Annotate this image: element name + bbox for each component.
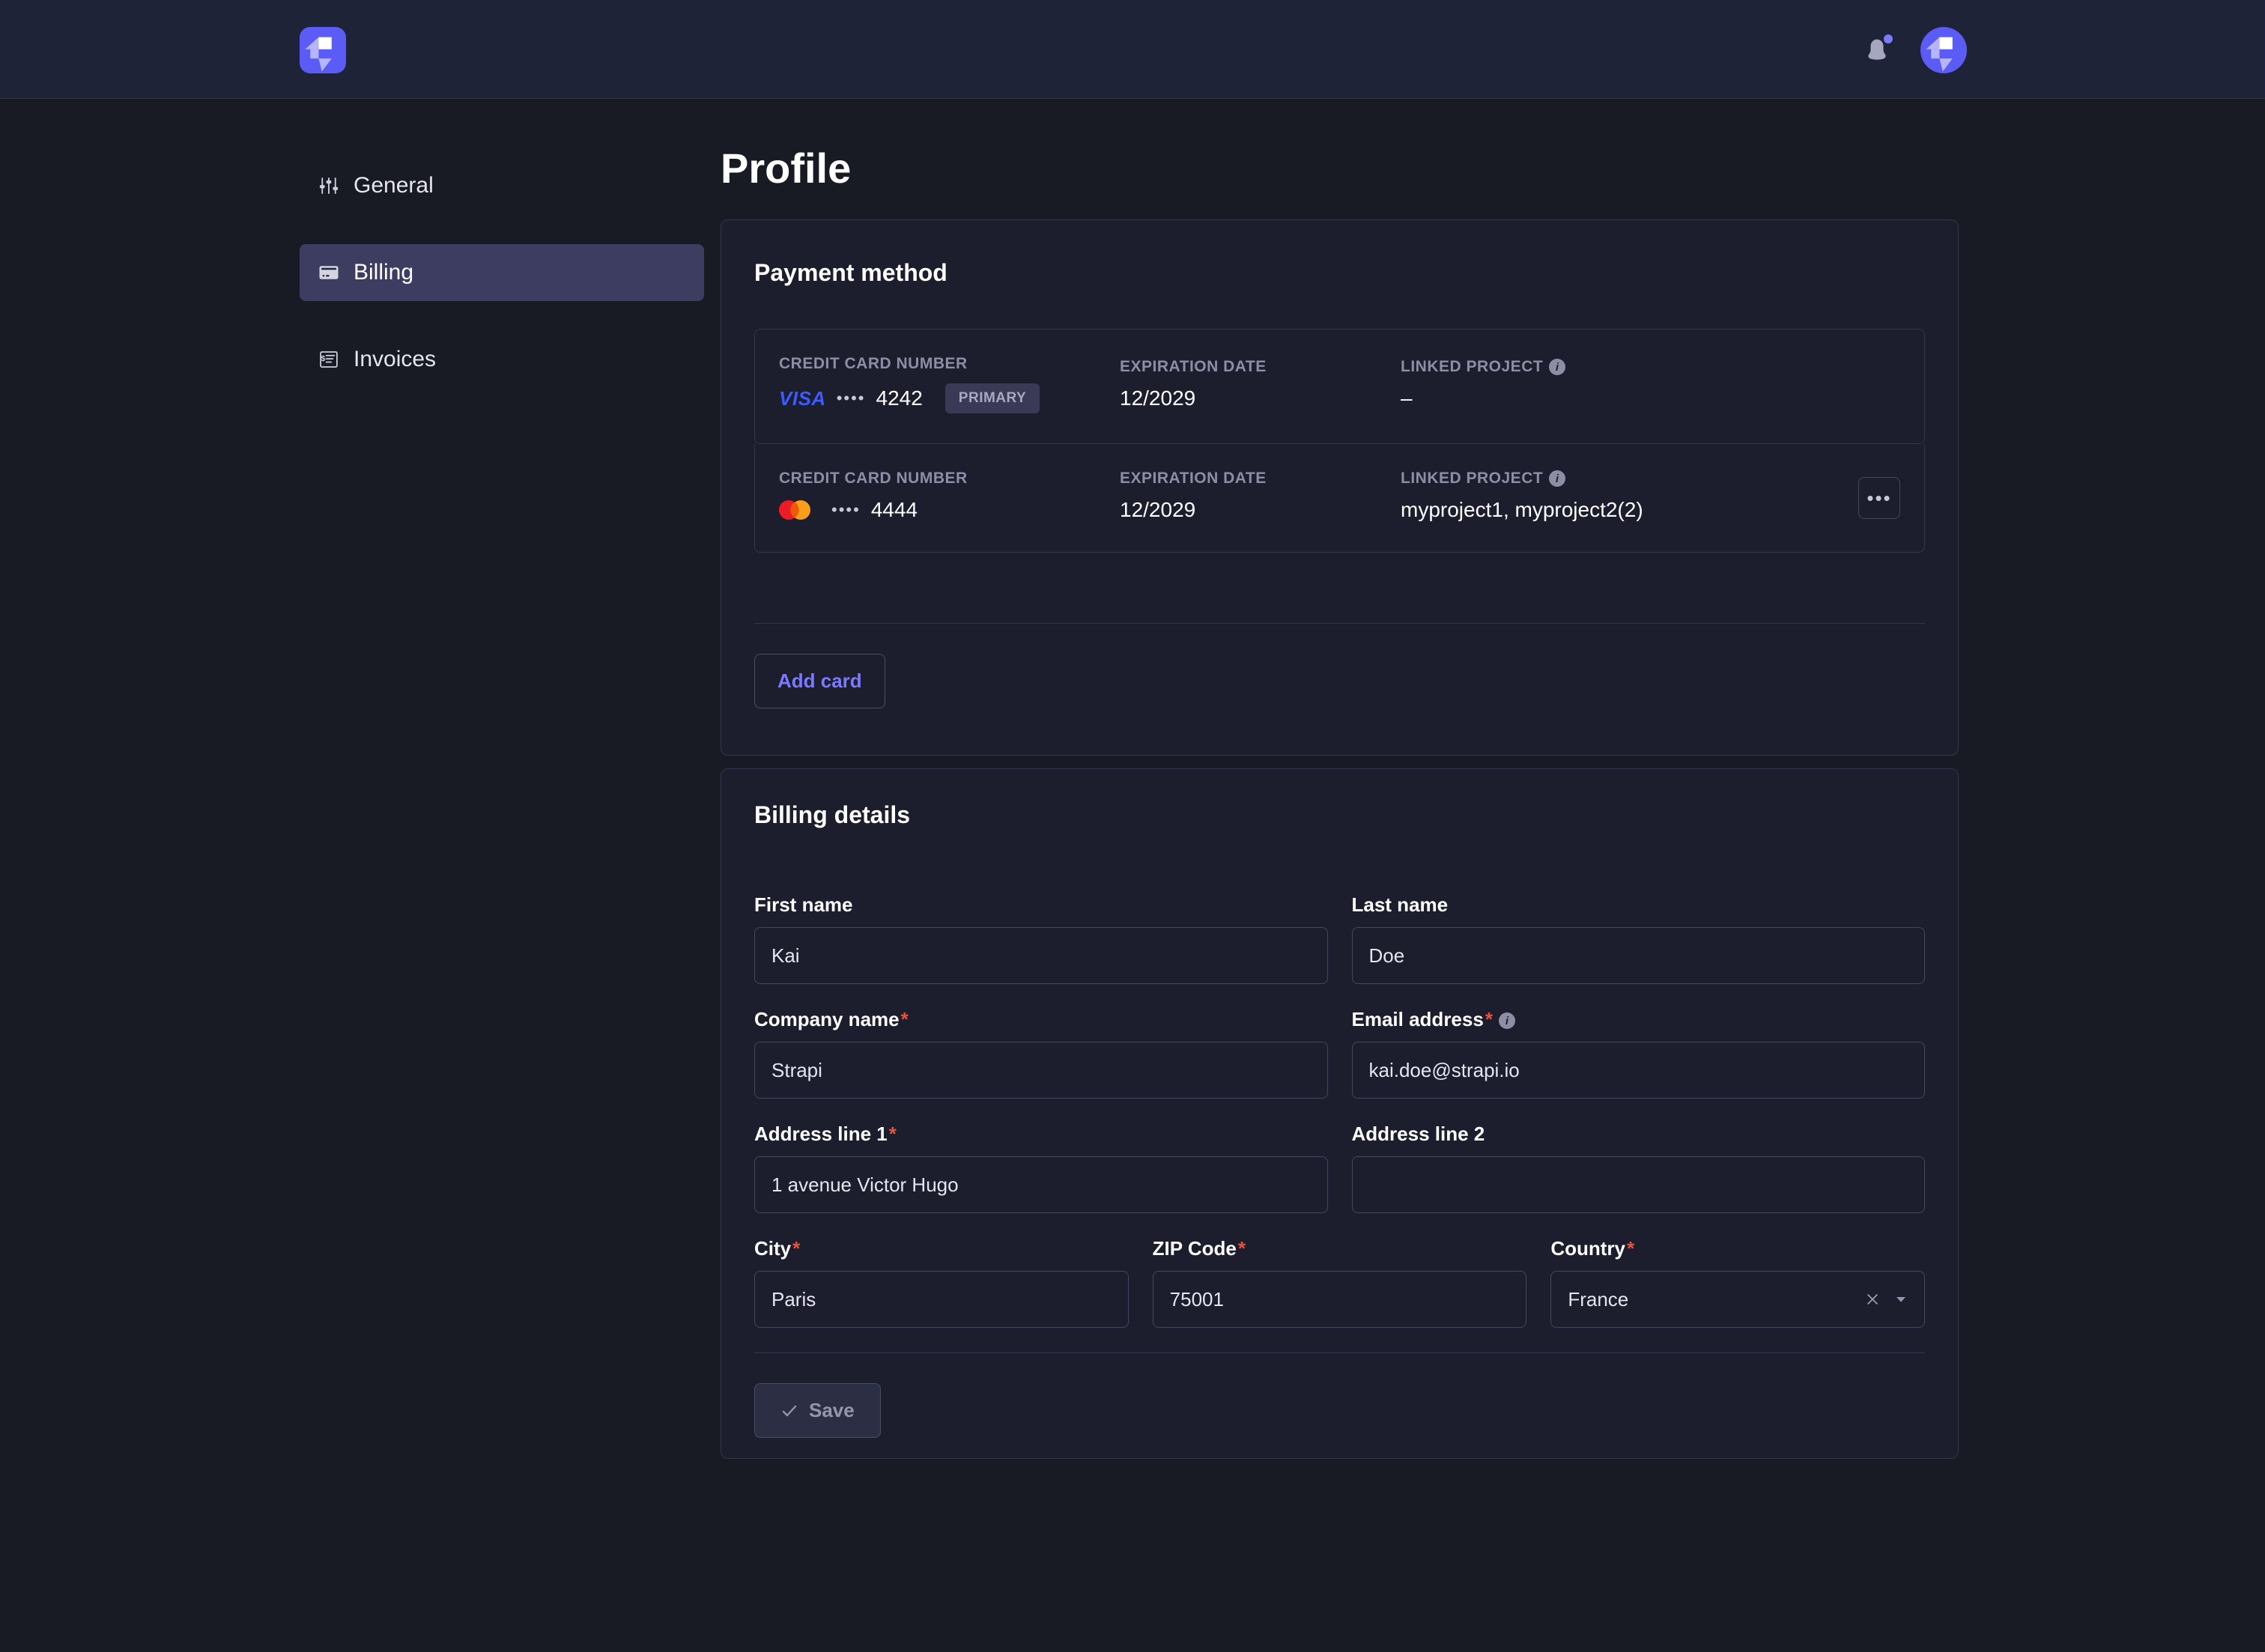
svg-text:$: $	[321, 354, 326, 363]
